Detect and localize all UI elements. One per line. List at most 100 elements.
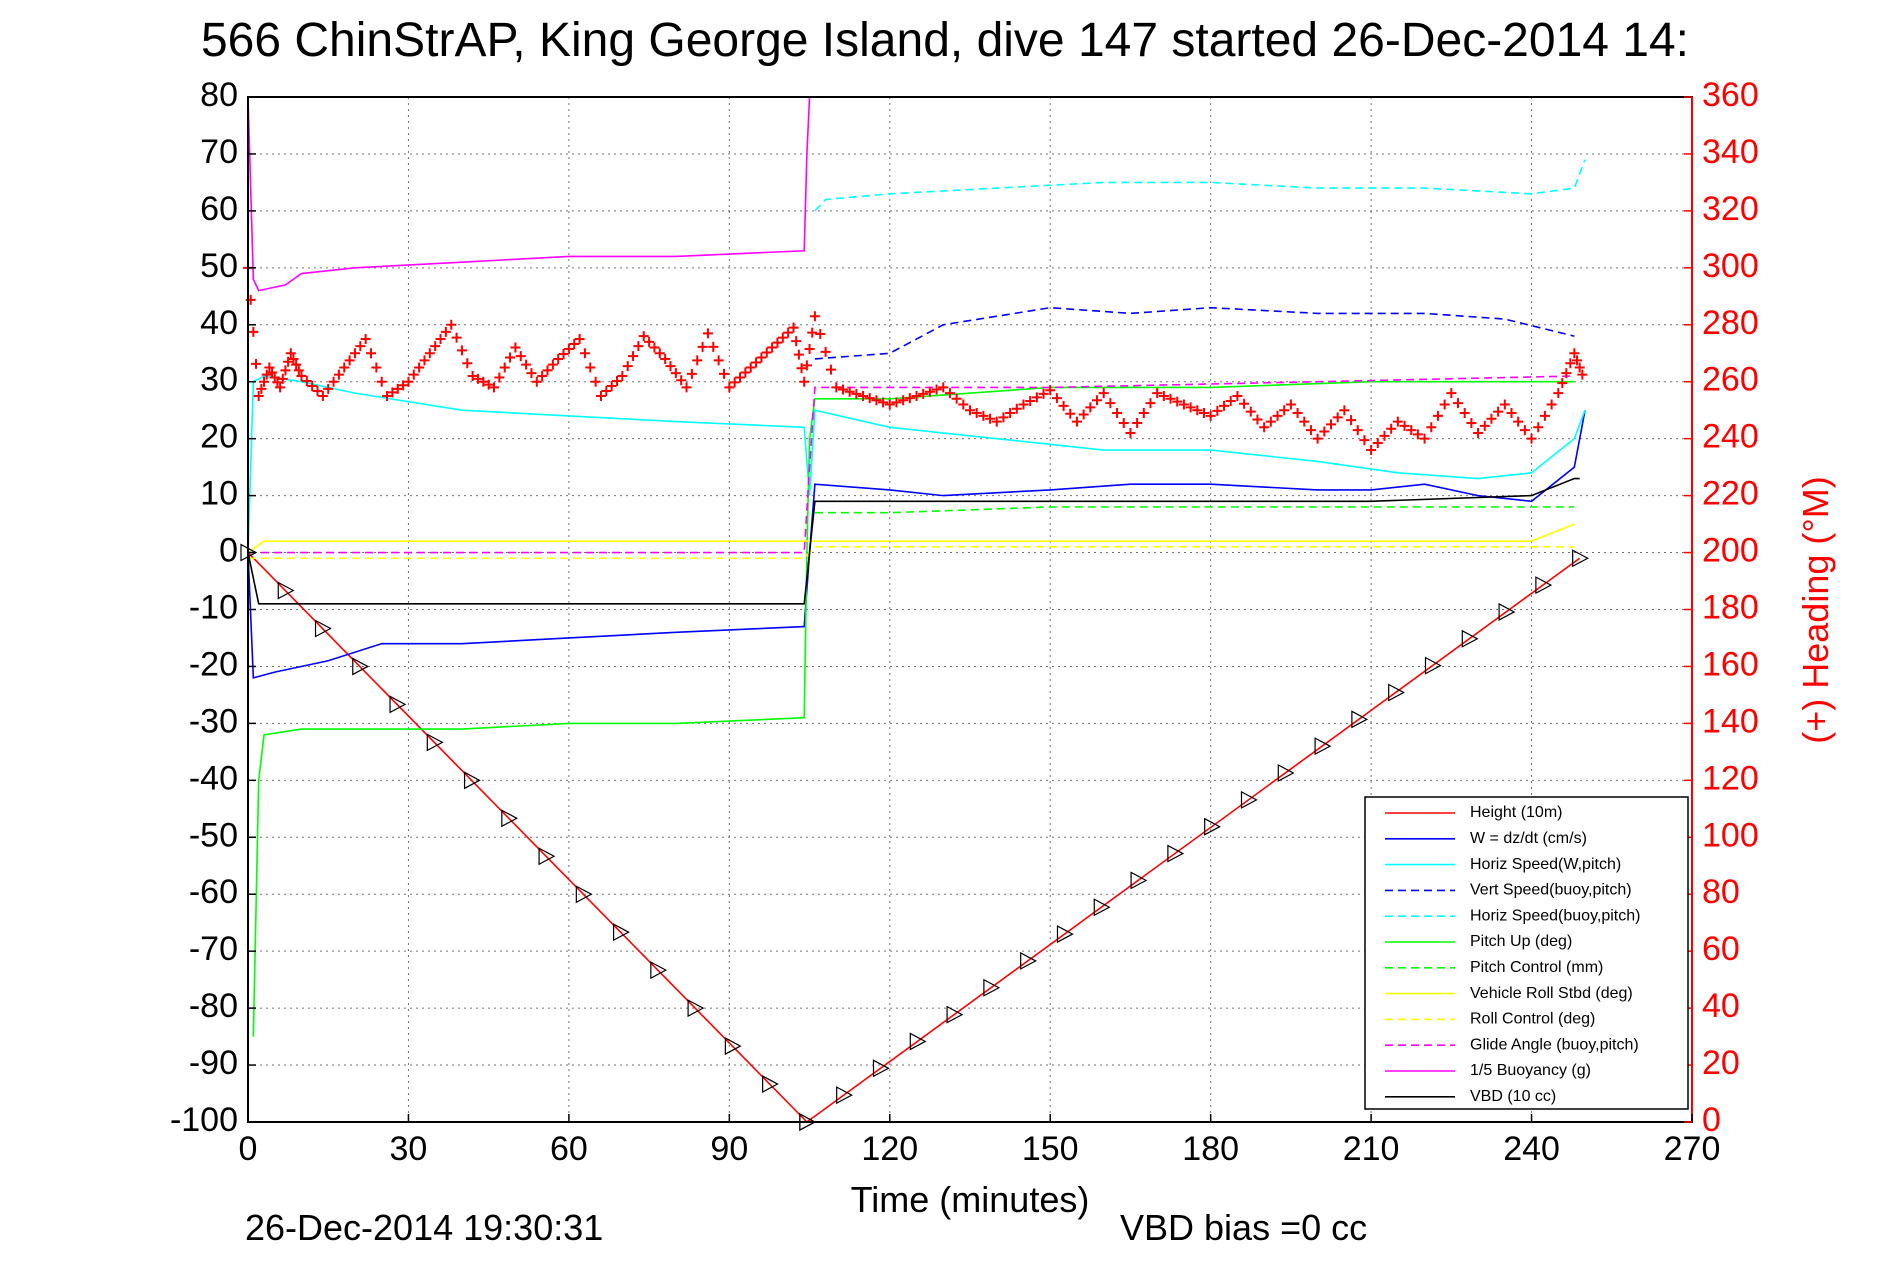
heading-marker xyxy=(553,353,564,364)
heading-marker xyxy=(1252,414,1263,425)
heading-marker xyxy=(1557,378,1568,389)
heading-marker xyxy=(884,399,895,410)
heading-marker xyxy=(1192,405,1203,416)
heading-marker xyxy=(1574,362,1585,373)
marker-layer xyxy=(240,262,1589,1131)
heading-marker xyxy=(446,319,457,330)
heading-marker xyxy=(676,375,687,386)
heading-marker xyxy=(296,371,307,382)
heading-marker xyxy=(1326,419,1336,430)
y-tick-label: -30 xyxy=(189,702,238,740)
height-marker xyxy=(687,999,705,1018)
y-tick-label: -80 xyxy=(189,987,238,1025)
heading-marker xyxy=(1386,423,1397,434)
legend-label-7: Vehicle Roll Stbd (deg) xyxy=(1470,985,1633,1002)
heading-marker xyxy=(1366,445,1377,456)
heading-marker xyxy=(277,373,288,384)
heading-marker xyxy=(1011,403,1022,414)
y2-tick-label: 220 xyxy=(1702,475,1759,513)
legend: Height (10m) W = dz/dt (cm/s) Horiz Speed(… xyxy=(1364,796,1689,1110)
grid xyxy=(248,97,1692,1122)
legend-label-6: Pitch Control (mm) xyxy=(1470,959,1603,976)
legend-label-1: W = dz/dt (cm/s) xyxy=(1470,830,1587,847)
heading-marker xyxy=(991,416,1002,427)
heading-marker xyxy=(729,377,740,388)
footer-timestamp: 26-Dec-2014 19:30:31 xyxy=(245,1207,603,1248)
heading-marker xyxy=(767,342,778,353)
heading-marker xyxy=(489,382,500,393)
legend-label-3: Vert Speed(buoy,pitch) xyxy=(1470,882,1632,899)
legend-label-2: Horiz Speed(W,pitch) xyxy=(1470,856,1621,873)
heading-marker xyxy=(392,383,403,394)
heading-marker xyxy=(740,367,751,378)
height-marker xyxy=(1056,925,1074,944)
heading-marker xyxy=(924,386,935,397)
heading-marker xyxy=(681,382,692,393)
heading-marker xyxy=(612,376,623,387)
y2-tick-label: 240 xyxy=(1702,418,1759,456)
heading-marker xyxy=(1045,385,1056,396)
heading-marker xyxy=(951,393,962,404)
height-marker xyxy=(1535,576,1553,595)
heading-marker xyxy=(283,356,294,367)
heading-marker xyxy=(293,365,304,376)
heading-marker xyxy=(1165,393,1176,404)
heading-marker xyxy=(601,385,612,396)
heading-marker xyxy=(686,368,697,379)
heading-marker xyxy=(1225,395,1236,406)
heading-marker xyxy=(1118,418,1129,429)
legend-label-10: 1/5 Buoyancy (g) xyxy=(1470,1062,1591,1079)
series-line-7 xyxy=(247,523,1575,554)
heading-marker xyxy=(804,343,815,354)
heading-marker xyxy=(1352,425,1363,436)
heading-marker xyxy=(275,382,286,393)
heading-marker xyxy=(1279,405,1290,416)
legend-box xyxy=(1364,796,1689,1110)
heading-marker xyxy=(1031,392,1042,403)
heading-marker xyxy=(938,382,949,393)
y2-tick-label: 300 xyxy=(1702,247,1759,285)
heading-marker xyxy=(360,334,371,345)
height-marker xyxy=(762,1075,779,1094)
heading-marker xyxy=(904,393,915,404)
y2-tick-label: 20 xyxy=(1702,1044,1740,1082)
heading-marker xyxy=(1569,348,1580,359)
heading-marker xyxy=(1092,395,1103,406)
heading-marker xyxy=(1486,413,1497,424)
heading-marker xyxy=(419,355,430,366)
y2-tick-label: 40 xyxy=(1702,987,1740,1025)
heading-marker xyxy=(660,353,671,364)
heading-marker xyxy=(1406,425,1417,436)
height-marker xyxy=(389,695,407,714)
heading-marker xyxy=(430,341,441,352)
heading-marker xyxy=(708,341,719,352)
heading-marker xyxy=(718,368,729,379)
y-tick-label: -20 xyxy=(189,645,238,683)
heading-marker xyxy=(713,355,724,366)
heading-marker xyxy=(1519,425,1530,436)
heading-marker xyxy=(1158,390,1169,401)
heading-marker xyxy=(791,336,802,347)
heading-marker xyxy=(323,383,334,394)
heading-marker xyxy=(1572,355,1583,366)
x-tick-label: 30 xyxy=(390,1130,428,1168)
heading-marker xyxy=(1245,406,1256,417)
series-line-2 xyxy=(247,375,1586,553)
heading-marker xyxy=(1212,405,1223,416)
x-tick-label: 120 xyxy=(861,1130,918,1168)
heading-marker xyxy=(628,351,639,362)
y2-tick-label: 200 xyxy=(1702,532,1759,570)
y2-axis-label: (+) Heading (°M) xyxy=(1795,476,1836,743)
legend-items: Height (10m) W = dz/dt (cm/s) Horiz Speed(… xyxy=(1385,804,1640,1105)
heading-marker xyxy=(724,382,735,393)
heading-marker xyxy=(339,362,350,373)
height-marker xyxy=(836,1086,853,1105)
heading-marker xyxy=(1561,368,1572,379)
heading-marker xyxy=(248,326,259,337)
y2-tick-label: 360 xyxy=(1702,76,1759,114)
heading-marker xyxy=(1319,426,1330,437)
heading-marker xyxy=(376,376,387,387)
heading-marker xyxy=(837,384,848,395)
heading-marker xyxy=(1453,398,1464,409)
series-line-5 xyxy=(252,380,1575,1037)
